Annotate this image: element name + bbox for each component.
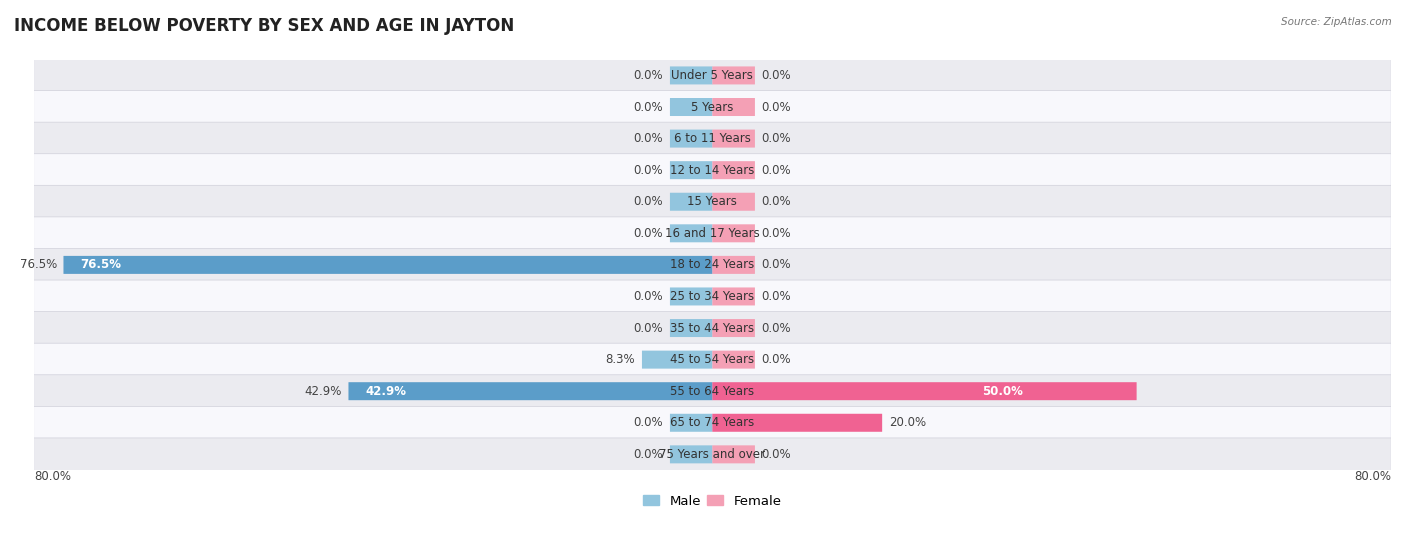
FancyBboxPatch shape [669, 66, 713, 84]
Text: 12 to 14 Years: 12 to 14 Years [671, 163, 755, 177]
Text: 25 to 34 Years: 25 to 34 Years [671, 290, 755, 303]
FancyBboxPatch shape [713, 129, 755, 147]
Text: 5 Years: 5 Years [692, 100, 734, 113]
FancyBboxPatch shape [669, 193, 713, 211]
FancyBboxPatch shape [643, 350, 713, 369]
FancyBboxPatch shape [669, 319, 713, 337]
Text: 6 to 11 Years: 6 to 11 Years [673, 132, 751, 145]
FancyBboxPatch shape [34, 217, 1391, 250]
Text: 0.0%: 0.0% [762, 69, 792, 82]
Legend: Male, Female: Male, Female [638, 489, 787, 513]
FancyBboxPatch shape [713, 66, 755, 84]
FancyBboxPatch shape [34, 406, 1391, 439]
Text: 45 to 54 Years: 45 to 54 Years [671, 353, 755, 366]
FancyBboxPatch shape [34, 343, 1391, 376]
Text: 0.0%: 0.0% [634, 448, 664, 461]
Text: 0.0%: 0.0% [762, 227, 792, 240]
Text: 0.0%: 0.0% [762, 195, 792, 208]
Text: 0.0%: 0.0% [762, 353, 792, 366]
Text: 0.0%: 0.0% [762, 321, 792, 335]
FancyBboxPatch shape [34, 438, 1391, 471]
FancyBboxPatch shape [669, 445, 713, 463]
Text: 76.5%: 76.5% [20, 258, 56, 271]
FancyBboxPatch shape [713, 98, 755, 116]
Text: 8.3%: 8.3% [606, 353, 636, 366]
FancyBboxPatch shape [713, 287, 755, 305]
Text: 0.0%: 0.0% [634, 100, 664, 113]
FancyBboxPatch shape [34, 90, 1391, 123]
FancyBboxPatch shape [34, 59, 1391, 92]
FancyBboxPatch shape [669, 98, 713, 116]
FancyBboxPatch shape [34, 375, 1391, 407]
Text: 0.0%: 0.0% [762, 163, 792, 177]
Text: 0.0%: 0.0% [634, 195, 664, 208]
FancyBboxPatch shape [713, 382, 1136, 400]
Text: 0.0%: 0.0% [634, 416, 664, 429]
FancyBboxPatch shape [713, 350, 755, 369]
FancyBboxPatch shape [63, 256, 713, 274]
Text: 16 and 17 Years: 16 and 17 Years [665, 227, 759, 240]
FancyBboxPatch shape [34, 311, 1391, 344]
Text: INCOME BELOW POVERTY BY SEX AND AGE IN JAYTON: INCOME BELOW POVERTY BY SEX AND AGE IN J… [14, 17, 515, 35]
Text: 0.0%: 0.0% [634, 321, 664, 335]
FancyBboxPatch shape [34, 280, 1391, 313]
Text: 0.0%: 0.0% [762, 100, 792, 113]
Text: Under 5 Years: Under 5 Years [672, 69, 754, 82]
Text: 0.0%: 0.0% [634, 132, 664, 145]
Text: 76.5%: 76.5% [80, 258, 121, 271]
Text: 80.0%: 80.0% [1354, 470, 1391, 483]
FancyBboxPatch shape [34, 122, 1391, 155]
FancyBboxPatch shape [713, 161, 755, 179]
Text: 18 to 24 Years: 18 to 24 Years [671, 258, 755, 271]
FancyBboxPatch shape [34, 248, 1391, 281]
FancyBboxPatch shape [713, 319, 755, 337]
Text: 0.0%: 0.0% [634, 290, 664, 303]
FancyBboxPatch shape [669, 129, 713, 147]
FancyBboxPatch shape [713, 193, 755, 211]
FancyBboxPatch shape [713, 224, 755, 242]
Text: 50.0%: 50.0% [981, 384, 1024, 398]
Text: 0.0%: 0.0% [634, 163, 664, 177]
Text: 0.0%: 0.0% [762, 448, 792, 461]
Text: 20.0%: 20.0% [889, 416, 927, 429]
Text: 0.0%: 0.0% [762, 258, 792, 271]
FancyBboxPatch shape [34, 185, 1391, 218]
Text: 75 Years and over: 75 Years and over [659, 448, 765, 461]
FancyBboxPatch shape [669, 224, 713, 242]
Text: 0.0%: 0.0% [762, 290, 792, 303]
Text: 15 Years: 15 Years [688, 195, 737, 208]
Text: 65 to 74 Years: 65 to 74 Years [671, 416, 755, 429]
Text: 80.0%: 80.0% [34, 470, 70, 483]
Text: Source: ZipAtlas.com: Source: ZipAtlas.com [1281, 17, 1392, 27]
Text: 42.9%: 42.9% [304, 384, 342, 398]
FancyBboxPatch shape [669, 414, 713, 432]
Text: 0.0%: 0.0% [762, 132, 792, 145]
FancyBboxPatch shape [349, 382, 713, 400]
Text: 42.9%: 42.9% [366, 384, 406, 398]
FancyBboxPatch shape [669, 287, 713, 305]
Text: 0.0%: 0.0% [634, 227, 664, 240]
FancyBboxPatch shape [713, 256, 755, 274]
Text: 35 to 44 Years: 35 to 44 Years [671, 321, 755, 335]
FancyBboxPatch shape [713, 445, 755, 463]
Text: 55 to 64 Years: 55 to 64 Years [671, 384, 755, 398]
FancyBboxPatch shape [34, 154, 1391, 186]
FancyBboxPatch shape [713, 414, 882, 432]
FancyBboxPatch shape [669, 161, 713, 179]
Text: 0.0%: 0.0% [634, 69, 664, 82]
